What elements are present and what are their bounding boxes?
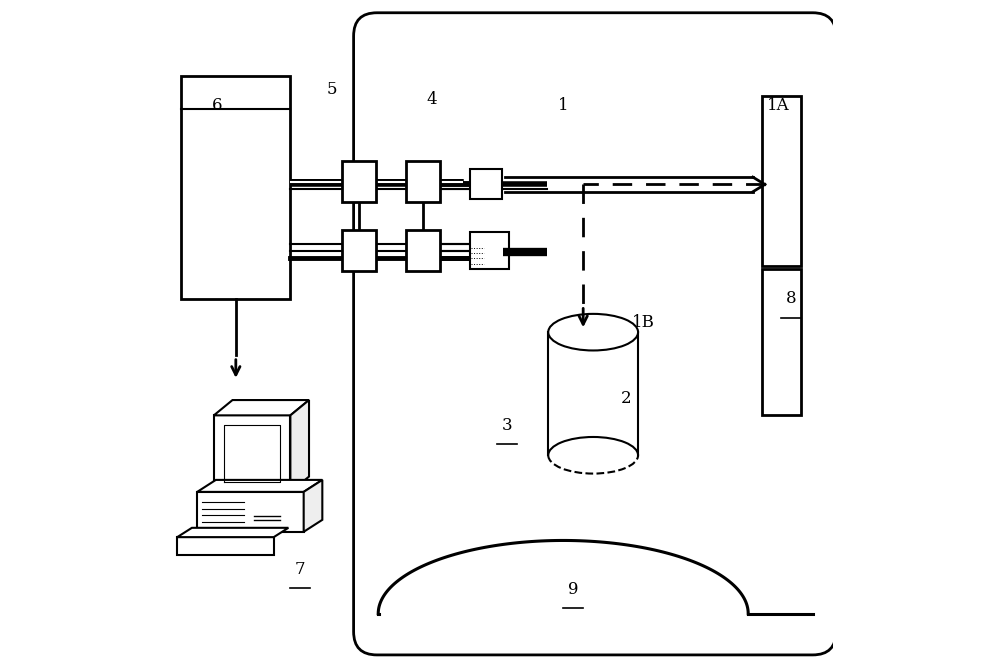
Polygon shape <box>214 400 309 415</box>
Text: 8: 8 <box>786 291 797 307</box>
Polygon shape <box>197 480 322 492</box>
Bar <box>762 269 801 415</box>
Polygon shape <box>177 537 274 555</box>
Bar <box>762 96 801 266</box>
Bar <box>181 76 290 299</box>
Polygon shape <box>290 400 309 492</box>
Text: 1: 1 <box>558 97 569 115</box>
Bar <box>406 229 440 271</box>
Ellipse shape <box>548 314 638 350</box>
Text: 4: 4 <box>427 91 437 108</box>
Bar <box>406 161 440 203</box>
Bar <box>342 229 376 271</box>
FancyBboxPatch shape <box>354 13 836 655</box>
Text: 1A: 1A <box>767 97 789 115</box>
Text: 9: 9 <box>568 581 578 599</box>
Text: 5: 5 <box>327 81 338 98</box>
Polygon shape <box>197 492 304 532</box>
Text: 3: 3 <box>501 417 512 434</box>
Polygon shape <box>177 528 288 537</box>
Bar <box>470 169 502 199</box>
Polygon shape <box>304 480 322 532</box>
Bar <box>342 161 376 203</box>
Text: 7: 7 <box>295 561 306 578</box>
Text: 6: 6 <box>212 97 222 115</box>
Text: 1B: 1B <box>632 313 655 331</box>
Text: 2: 2 <box>621 391 632 407</box>
Bar <box>470 232 509 269</box>
Polygon shape <box>214 415 290 492</box>
